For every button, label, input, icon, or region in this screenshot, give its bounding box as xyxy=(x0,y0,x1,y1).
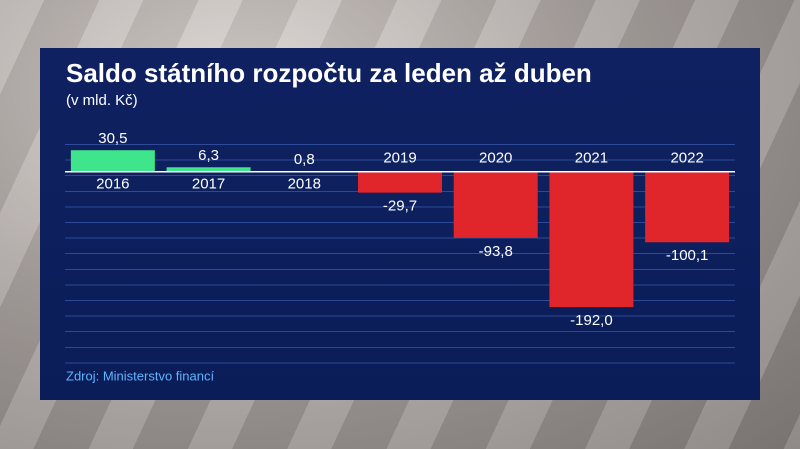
source: Zdroj: Ministerstvo financí xyxy=(66,368,214,383)
bar xyxy=(166,167,251,172)
bar xyxy=(549,171,634,308)
category-label: 2016 xyxy=(96,176,129,193)
value-label: -100,1 xyxy=(666,247,709,264)
bar xyxy=(453,171,538,238)
bar xyxy=(645,171,730,243)
category-label: 2017 xyxy=(192,176,225,193)
value-label: 30,5 xyxy=(98,130,127,147)
chart-subtitle: (v mld. Kč) xyxy=(66,92,138,109)
chart-title: Saldo státního rozpočtu za leden až dube… xyxy=(66,58,592,88)
bar xyxy=(70,150,155,172)
value-label: 6,3 xyxy=(198,147,219,164)
category-label: 2022 xyxy=(670,150,703,167)
category-label: 2019 xyxy=(383,150,416,167)
value-label: 0,8 xyxy=(294,151,315,168)
value-label: -192,0 xyxy=(570,312,613,329)
category-label: 2018 xyxy=(288,176,321,193)
value-label: -29,7 xyxy=(383,198,417,215)
value-label: -93,8 xyxy=(479,243,513,260)
category-label: 2020 xyxy=(479,150,512,167)
bar xyxy=(358,171,442,193)
category-label: 2021 xyxy=(575,150,608,167)
